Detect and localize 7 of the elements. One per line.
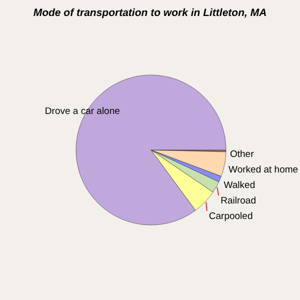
slice-label: Drove a car alone (44, 106, 120, 117)
chart-title: Mode of transportation to work in Littleton, MA (33, 7, 267, 19)
slice-label: Railroad (220, 195, 256, 206)
slice-label: Other (230, 148, 254, 160)
slice-label: Carpooled (208, 210, 253, 222)
slice-label: Worked at home (228, 164, 298, 176)
slice-label: Walked (224, 180, 256, 191)
